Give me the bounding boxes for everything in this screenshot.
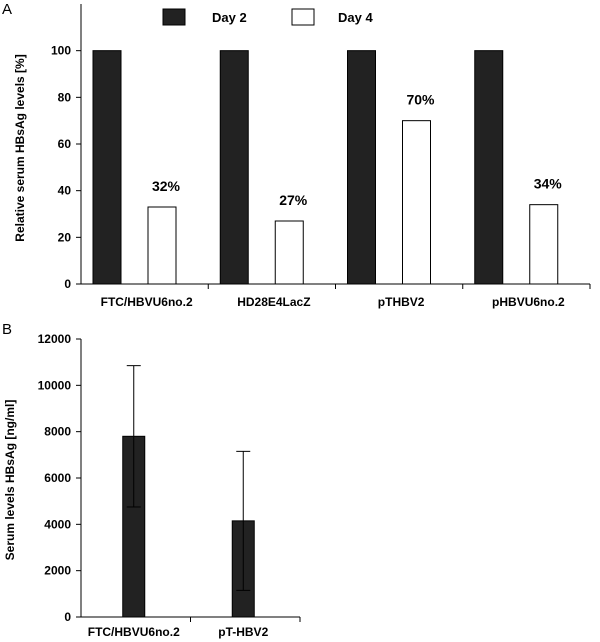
- panel-b-category-label: pT-HBV2: [218, 625, 268, 639]
- panel-b-y-label: Serum levels HBsAg [ng/ml]: [3, 400, 17, 561]
- panel-a-y-tick-label: 60: [58, 137, 72, 151]
- panel-a-category-label: pTHBV2: [378, 295, 425, 309]
- panel-a-data-label: 34%: [534, 176, 563, 192]
- panel-a-bar-day2: [474, 50, 504, 285]
- legend-label-day2: Day 2: [212, 10, 247, 25]
- panel-a-bar-day2: [347, 50, 376, 285]
- panel-a-legend: Day 2 Day 4: [162, 8, 373, 26]
- panel-a-bar-day2: [219, 50, 249, 285]
- panel-a-y-label: Relative serum HBsAg levels [%]: [13, 54, 27, 241]
- panel-b-y-tick-label: 4000: [44, 517, 71, 531]
- panel-b-letter: B: [2, 321, 12, 338]
- panel-a-data-label: 32%: [152, 178, 181, 194]
- panel-a-y-tick-label: 100: [51, 44, 71, 58]
- panel-b-y-tick-label: 0: [64, 610, 71, 624]
- panel-a-y-tick-label: 20: [58, 230, 72, 244]
- panel-a-category-label: HD28E4LacZ: [237, 295, 310, 309]
- panel-a-y-tick-label: 0: [64, 277, 71, 291]
- legend-swatch-day4: [291, 8, 315, 26]
- legend-label-day4: Day 4: [338, 10, 373, 25]
- panel-a-bar-day4: [402, 120, 431, 285]
- panel-a-bar-day4: [274, 220, 304, 285]
- panel-a-bar-day2: [92, 50, 122, 285]
- panel-b-y-tick-label: 12000: [38, 332, 72, 346]
- panel-b-y-tick-label: 8000: [44, 425, 71, 439]
- panel-b-category-label: FTC/HBVU6no.2: [88, 625, 180, 639]
- legend-swatch-day2: [162, 8, 186, 26]
- panel-a-category-label: pHBVU6no.2: [492, 295, 565, 309]
- panel-a-y-tick-label: 40: [58, 184, 72, 198]
- panel-a: A 0 20 40 60 80 100 Relative serum HBsAg levels…: [2, 1, 591, 309]
- panel-a-letter: A: [2, 1, 12, 18]
- panel-b-y-tick-label: 2000: [44, 564, 71, 578]
- panel-b: B 0 2000 4000 6000 8000 10000 12000 Serum levels…: [2, 321, 301, 639]
- panel-a-bar-day4: [147, 206, 177, 285]
- panel-a-data-label: 27%: [279, 192, 308, 208]
- panel-a-y-tick-label: 80: [58, 90, 72, 104]
- panel-a-data-label: 70%: [406, 92, 435, 108]
- panel-a-category-label: FTC/HBVU6no.2: [101, 295, 193, 309]
- panel-a-bar-day4: [529, 204, 559, 285]
- panel-b-y-tick-label: 10000: [38, 378, 72, 392]
- panel-b-y-tick-label: 6000: [44, 471, 71, 485]
